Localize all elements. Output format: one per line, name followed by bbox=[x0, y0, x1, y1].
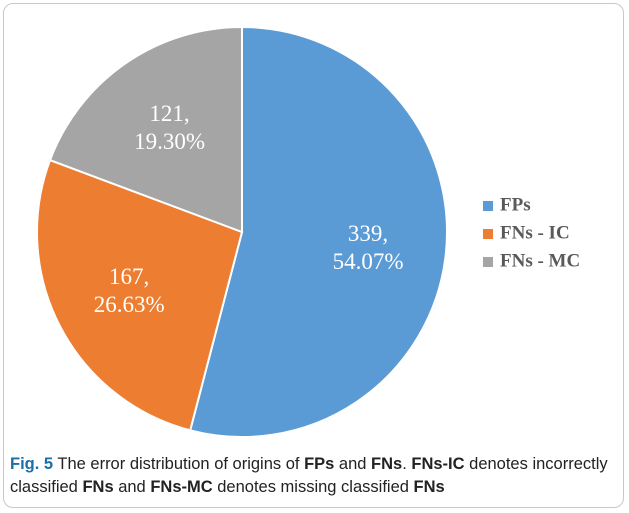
legend-swatch bbox=[483, 201, 493, 211]
caption-text: The error distribution of origins of bbox=[53, 455, 305, 473]
legend-label: FPs bbox=[500, 194, 531, 215]
legend-swatch bbox=[483, 229, 493, 239]
caption-text: FNs bbox=[371, 455, 403, 473]
pie-slice bbox=[48, 25, 243, 234]
caption-text: denotes incorrectly classified bbox=[10, 455, 608, 496]
legend-swatch bbox=[483, 257, 493, 267]
caption-text: and bbox=[113, 478, 151, 496]
value-label: 121, 19.30% bbox=[134, 100, 206, 154]
caption-text: . bbox=[402, 455, 412, 473]
caption-text: FNs bbox=[82, 478, 114, 496]
pie-slice bbox=[188, 25, 448, 438]
figure-frame bbox=[3, 3, 624, 508]
caption-text: denotes missing classified bbox=[212, 478, 414, 496]
caption-text: and bbox=[334, 455, 372, 473]
caption-text: FPs bbox=[304, 455, 335, 473]
value-label: 167, 26.63% bbox=[93, 263, 165, 317]
legend-label: FNs - IC bbox=[500, 222, 570, 243]
pie-slice bbox=[36, 158, 244, 432]
value-label: 339, 54.07% bbox=[332, 221, 404, 275]
caption-text: FNs-MC bbox=[150, 478, 213, 496]
legend-label: FNs - MC bbox=[500, 250, 580, 271]
caption-text: FNs bbox=[413, 478, 445, 496]
caption-text: FNs-IC bbox=[411, 455, 465, 473]
chart: FPs FNs - IC FNs - MC bbox=[36, 25, 580, 438]
caption-text: Fig. 5 bbox=[10, 455, 54, 473]
caption: Fig. 5 The error distribution of origins… bbox=[10, 453, 620, 499]
